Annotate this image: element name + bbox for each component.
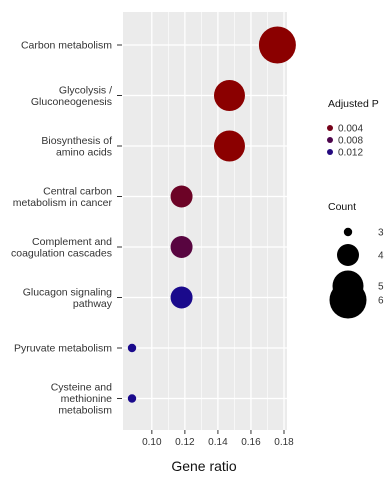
x-tick-label: 0.14 (208, 437, 228, 448)
count-legend: Count 3 4 5 6 (328, 201, 384, 319)
count-legend-key (329, 281, 367, 319)
x-tick-label: 0.16 (241, 437, 261, 448)
count-legend-key (337, 244, 359, 266)
x-axis: 0.10 0.12 0.14 0.16 0.18 (142, 430, 294, 448)
adjusted-p-legend-key (327, 149, 333, 155)
count-legend-label: 4 (378, 251, 384, 262)
category-label: Biosynthesis of amino acids (41, 135, 112, 159)
plot-panel-group (123, 12, 296, 430)
data-point (170, 236, 193, 258)
count-legend-label: 6 (378, 296, 384, 307)
category-label: Cysteine and methionine metabolism (51, 382, 113, 417)
x-axis-title: Gene ratio (171, 458, 237, 474)
category-label: Glycolysis / Gluconeogenesis (31, 84, 112, 108)
plot-panel (123, 12, 287, 430)
adjusted-p-legend-label: 0.004 (338, 124, 363, 135)
x-tick-label: 0.18 (274, 437, 294, 448)
count-legend-key (343, 227, 353, 237)
count-legend-title: Count (328, 201, 356, 213)
adjusted-p-legend-title: Adjusted P (328, 98, 379, 110)
count-legend-label: 5 (378, 282, 384, 293)
data-point (213, 80, 245, 111)
y-axis-labels: Carbon metabolism Glycolysis / Gluconeogen… (11, 40, 122, 417)
category-label: Pyruvate metabolism (14, 343, 112, 355)
data-point (127, 394, 137, 403)
x-tick-label: 0.10 (142, 437, 162, 448)
x-tick-label: 0.12 (175, 437, 195, 448)
adjusted-p-legend-label: 0.012 (338, 148, 363, 159)
count-legend-label: 3 (378, 228, 384, 239)
data-point (170, 185, 193, 208)
category-label: Complement and coagulation cascades (11, 236, 112, 260)
adjusted-p-legend-key (327, 125, 333, 131)
data-point (127, 343, 137, 353)
adjusted-p-legend-key (327, 137, 333, 143)
category-label: Glucagon signaling pathway (23, 286, 113, 310)
adjusted-p-legend-label: 0.008 (338, 136, 363, 147)
category-label: Carbon metabolism (21, 40, 112, 52)
data-point (170, 286, 193, 309)
data-point (213, 130, 245, 162)
data-point (258, 26, 296, 64)
category-label: Central carbon metabolism in cancer (13, 185, 113, 209)
